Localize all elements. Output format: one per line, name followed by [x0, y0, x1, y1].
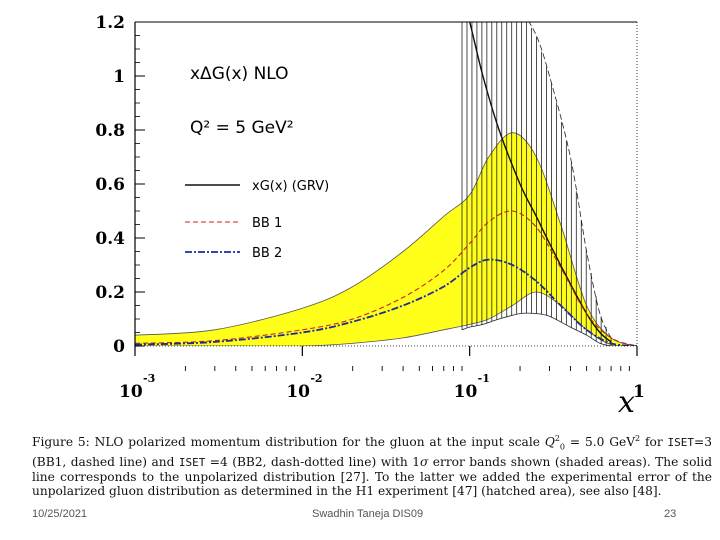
chart: 00.20.40.60.811.210-310-210-11 xΔG(x) NL… [95, 13, 644, 420]
x-tick-label: 10 [454, 382, 478, 402]
caption-text: =3 (BB1, dashed line) and [32, 435, 712, 469]
chart-title: xΔG(x) NLO [190, 64, 289, 84]
series-line-3 [135, 258, 637, 346]
x-tick-exponent: -2 [310, 372, 322, 385]
x-tick-exponent: -1 [478, 372, 490, 385]
axes-layer: 00.20.40.60.811.210-310-210-11 [95, 13, 644, 402]
caption-text: error bands shown (shaded areas). The so… [32, 454, 712, 498]
series-layer [135, 22, 637, 346]
caption-text: for [640, 435, 668, 450]
caption-text: 2 [635, 434, 641, 443]
legend-label-1: xG(x) (GRV) [252, 179, 329, 194]
footer-presenter: Swadhin Taneja DIS09 [312, 508, 424, 520]
y-tick-label: 1 [113, 67, 125, 87]
figure-caption: Figure 5: NLO polarized momentum distrib… [32, 432, 712, 498]
page-number: 23 [664, 508, 677, 520]
x-axis-label: x [618, 385, 635, 420]
x-tick-exponent: -3 [143, 372, 155, 385]
hatched-band-layer [461, 22, 612, 346]
y-tick-label: 0.2 [95, 283, 125, 303]
chart-subtitle: Q² = 5 GeV² [190, 118, 294, 138]
hatched-band-upper-edge [528, 22, 612, 339]
caption-text: σ [420, 454, 429, 469]
footer-date: 10/25/2021 [32, 508, 88, 520]
caption-text: ISET [178, 455, 206, 469]
caption-text: ISET [667, 436, 695, 450]
y-tick-label: 0.6 [95, 175, 125, 195]
legend-label-2: BB 1 [252, 216, 282, 231]
series-line-2 [135, 210, 637, 346]
y-tick-label: 1.2 [95, 13, 125, 33]
y-tick-label: 0.8 [95, 121, 125, 141]
x-tick-label: 10 [119, 382, 143, 402]
error-band-upper-edge [135, 132, 637, 346]
caption-text: 2 [554, 434, 560, 443]
caption-text: =4 (BB2, dash-dotted line) with 1 [205, 454, 420, 469]
legend-label-3: BB 2 [252, 246, 282, 261]
x-tick-label: 10 [286, 382, 310, 402]
caption-text: Q [544, 435, 555, 450]
y-tick-label: 0 [113, 337, 125, 357]
caption-text: = 5.0 GeV [565, 435, 635, 450]
caption-text: 0 [559, 442, 566, 452]
hatched-band-lower-edge [461, 312, 612, 346]
y-tick-label: 0.4 [95, 229, 125, 249]
caption-text: Figure 5: NLO polarized momentum distrib… [32, 435, 545, 450]
legend: xΔG(x) NLO Q² = 5 GeV² xG(x) (GRV) BB 1 BB… [185, 64, 329, 261]
series-line-1 [468, 22, 612, 343]
error-band-lower-edge [135, 291, 637, 346]
x-tick-label: 1 [633, 382, 645, 402]
